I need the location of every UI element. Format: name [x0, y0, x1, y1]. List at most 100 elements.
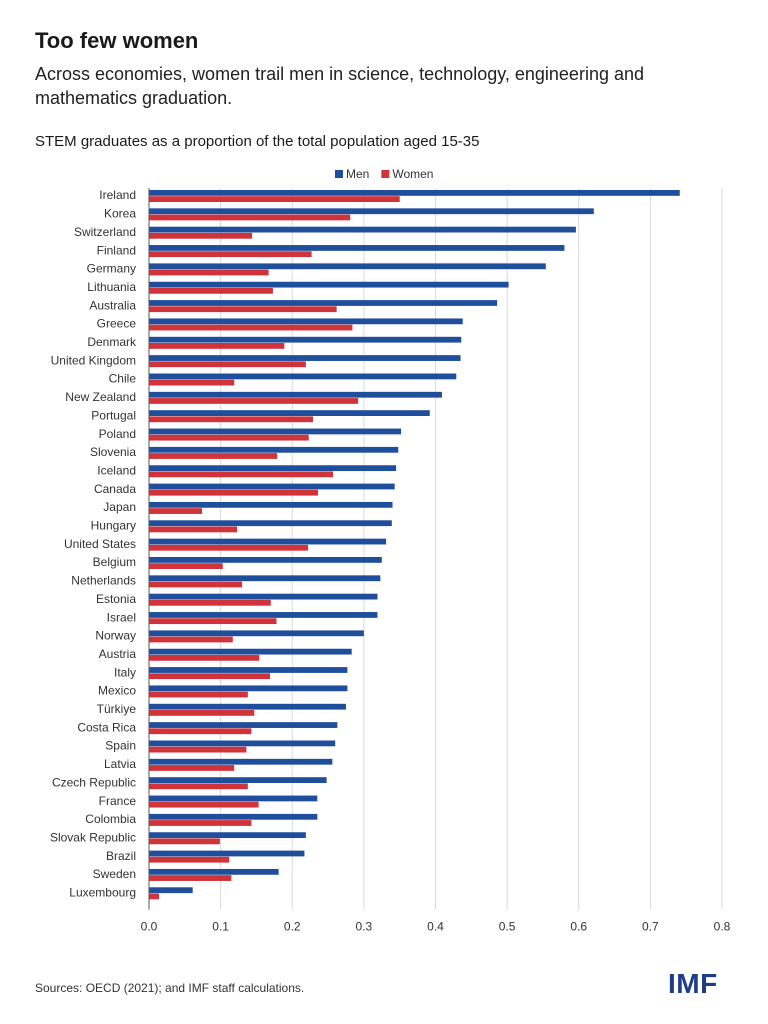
bar-women — [149, 599, 271, 606]
bar-men — [149, 465, 397, 472]
bar-women — [149, 893, 160, 900]
bar-women — [149, 636, 233, 643]
bar-men — [149, 520, 392, 527]
category-label: Slovenia — [90, 445, 136, 459]
category-label: Netherlands — [71, 574, 136, 588]
bar-men — [149, 850, 305, 857]
bar-women — [149, 324, 353, 331]
x-tick-label: 0.6 — [570, 920, 587, 934]
category-label: Austria — [99, 647, 137, 661]
category-label: Luxembourg — [69, 886, 136, 900]
bar-men — [149, 428, 402, 435]
imf-logo: IMF — [668, 968, 718, 999]
bar-men — [149, 391, 442, 398]
category-label: Finland — [97, 243, 136, 257]
bar-men — [149, 538, 387, 545]
bar-women — [149, 856, 230, 863]
bar-men — [149, 887, 193, 894]
x-tick-label: 0.2 — [284, 920, 301, 934]
bar-women — [149, 526, 238, 533]
category-label: France — [99, 794, 137, 808]
x-tick-label: 0.8 — [714, 920, 731, 934]
category-labels: Ireland Korea Switzerland Finland Germany Lit… — [50, 188, 137, 899]
x-axis-ticks: 0.0 0.1 0.2 0.3 0.4 0.5 0.6 0.7 0.8 — [141, 920, 731, 934]
category-label: Australia — [89, 298, 136, 312]
source-note: Sources: OECD (2021); and IMF staff calc… — [35, 981, 305, 995]
category-label: Poland — [99, 427, 136, 441]
bar-men — [149, 410, 430, 416]
bar-women — [149, 453, 278, 459]
bar-women — [149, 398, 359, 404]
bar-women — [149, 232, 253, 239]
bar-men — [149, 557, 382, 563]
bar-men — [149, 868, 279, 875]
bar-women — [149, 489, 319, 496]
x-tick-label: 0.4 — [427, 920, 444, 934]
category-label: Israel — [107, 610, 136, 624]
bar-women — [149, 434, 309, 441]
bar-women — [149, 875, 232, 881]
category-label: Portugal — [91, 408, 136, 422]
bar-men — [149, 758, 333, 765]
bar-women — [149, 287, 273, 294]
bar-men — [149, 777, 327, 783]
bar-women — [149, 214, 351, 221]
category-label: Germany — [87, 262, 136, 276]
bar-women — [149, 765, 235, 771]
category-label: Denmark — [87, 335, 137, 349]
category-label: Korea — [104, 207, 136, 221]
category-label: Czech Republic — [52, 775, 136, 789]
x-tick-label: 0.3 — [356, 920, 373, 934]
bar-men — [149, 685, 348, 692]
category-label: Ireland — [99, 188, 136, 202]
x-tick-label: 0.1 — [212, 920, 229, 934]
category-label: Norway — [95, 629, 136, 643]
bar-men — [149, 190, 680, 196]
category-label: Lithuania — [87, 280, 136, 294]
bar-men — [149, 795, 318, 802]
bar-men — [149, 612, 378, 618]
category-label: Mexico — [98, 684, 136, 698]
bar-women — [149, 710, 255, 716]
category-label: Italy — [114, 665, 136, 679]
bar-men — [149, 501, 393, 508]
bar-women — [149, 343, 285, 349]
category-label: United Kingdom — [51, 353, 136, 367]
bar-men — [149, 281, 509, 288]
bar-men — [149, 355, 461, 361]
bar-women — [149, 563, 223, 569]
bar-women — [149, 838, 220, 845]
category-label: Iceland — [97, 463, 136, 477]
bar-men — [149, 630, 364, 637]
bar-men — [149, 740, 336, 747]
bar-women — [149, 728, 252, 735]
bar-women — [149, 306, 337, 313]
category-label: Colombia — [85, 812, 136, 826]
category-label: Belgium — [93, 555, 136, 569]
category-label: Slovak Republic — [50, 830, 136, 844]
category-label: Latvia — [104, 757, 136, 771]
category-label: United States — [64, 537, 136, 551]
bar-women — [149, 379, 235, 386]
bar-men — [149, 722, 338, 728]
bar-men — [149, 336, 462, 343]
bar-men — [149, 226, 576, 233]
category-label: Japan — [103, 500, 136, 514]
legend-swatch-men — [335, 170, 343, 178]
bar-women — [149, 196, 400, 202]
bar-women — [149, 416, 314, 423]
bar-men — [149, 318, 463, 325]
bar-men — [149, 245, 565, 251]
bar-women — [149, 746, 247, 753]
bar-women — [149, 673, 271, 680]
bar-men — [149, 667, 348, 673]
bar-women — [149, 471, 334, 478]
bar-men — [149, 483, 395, 490]
bar-men — [149, 593, 378, 600]
bar-women — [149, 269, 269, 276]
legend-swatch-women — [381, 170, 390, 178]
bar-men — [149, 832, 306, 839]
chart-title-heading: Too few women — [35, 28, 199, 53]
bar-men — [149, 263, 546, 270]
bar-men — [149, 813, 318, 820]
